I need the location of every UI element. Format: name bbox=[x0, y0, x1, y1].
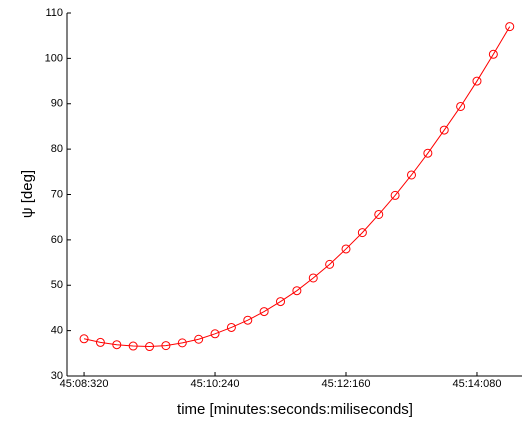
data-point bbox=[423, 148, 433, 158]
data-point bbox=[95, 337, 105, 347]
data-point bbox=[341, 244, 351, 254]
data-point bbox=[145, 342, 155, 352]
x-tick-label: 45:12:160 bbox=[322, 378, 371, 390]
data-point bbox=[439, 125, 449, 135]
x-tick-label: 45:08:320 bbox=[60, 378, 109, 390]
y-tick-label: 90 bbox=[51, 98, 63, 110]
data-point bbox=[177, 338, 187, 348]
data-point bbox=[325, 259, 335, 269]
x-axis-label: time [minutes:seconds:miliseconds] bbox=[177, 401, 413, 418]
y-tick-label: 30 bbox=[51, 370, 63, 382]
data-point bbox=[406, 170, 416, 180]
data-point bbox=[292, 286, 302, 296]
data-point bbox=[112, 340, 122, 350]
data-point bbox=[374, 209, 384, 219]
data-point bbox=[357, 228, 367, 238]
data-point bbox=[194, 334, 204, 344]
x-tick-label: 45:10:240 bbox=[191, 378, 240, 390]
y-tick-label: 80 bbox=[51, 143, 63, 155]
x-tick-label: 45:14:080 bbox=[453, 378, 502, 390]
data-point bbox=[128, 341, 138, 351]
data-point bbox=[505, 22, 515, 32]
data-point bbox=[472, 76, 482, 86]
data-point bbox=[259, 307, 269, 317]
series-line bbox=[83, 26, 511, 348]
y-tick-label: 50 bbox=[51, 279, 63, 291]
y-tick-label: 40 bbox=[51, 325, 63, 337]
data-point bbox=[243, 315, 253, 325]
data-point bbox=[308, 273, 318, 283]
y-tick-label: 60 bbox=[51, 234, 63, 246]
data-point bbox=[276, 297, 286, 307]
data-point bbox=[456, 101, 466, 111]
data-point bbox=[390, 190, 400, 200]
data-point bbox=[161, 341, 171, 351]
y-tick-label: 100 bbox=[45, 52, 63, 64]
data-point bbox=[226, 322, 236, 332]
data-point bbox=[79, 334, 89, 344]
y-tick-label: 110 bbox=[45, 7, 63, 19]
data-point bbox=[488, 49, 498, 59]
data-point bbox=[210, 329, 220, 339]
y-axis-label: ψ [deg] bbox=[19, 170, 36, 218]
y-tick-label: 70 bbox=[51, 188, 63, 200]
